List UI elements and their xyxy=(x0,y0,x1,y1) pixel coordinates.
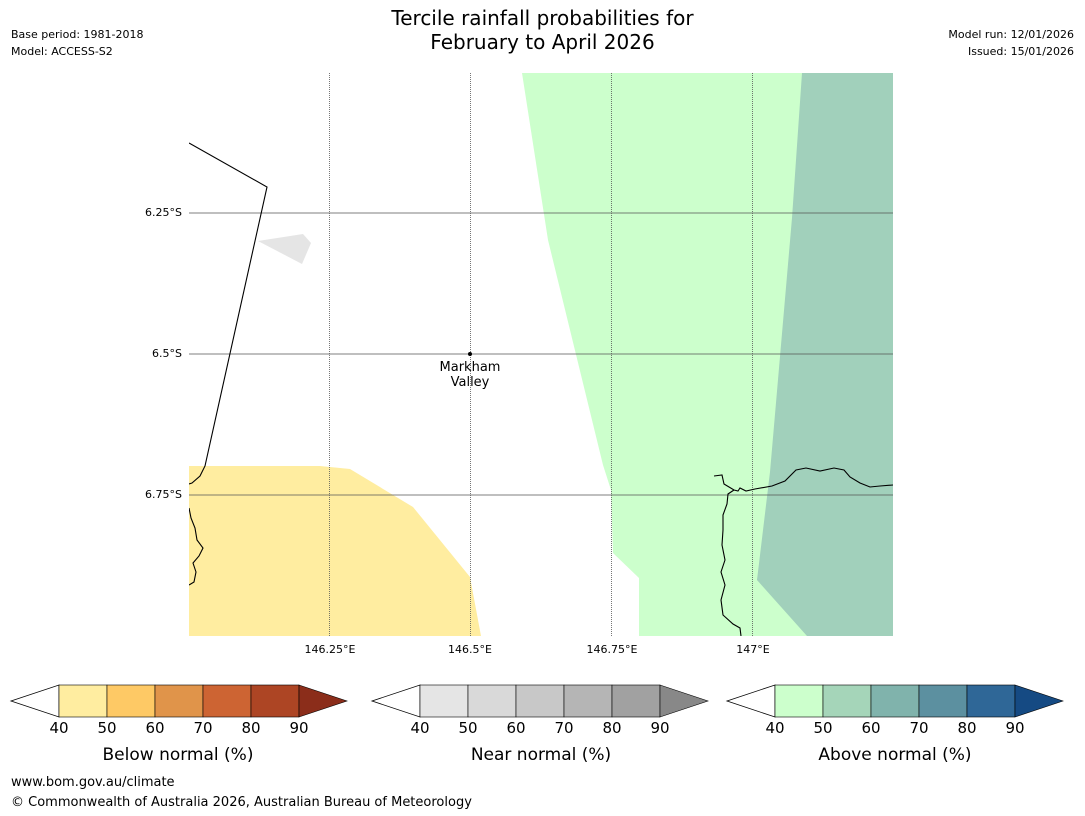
footer-copyright: © Commonwealth of Australia 2026, Austra… xyxy=(11,795,472,810)
colorbar-near-low-extend xyxy=(370,684,421,718)
model-run: Model run: 12/01/2026 xyxy=(948,28,1074,41)
lon-label-147: 147°E xyxy=(736,643,770,656)
colorbar-below-tick-80: 80 xyxy=(241,719,261,737)
colorbar-below-tick-40: 40 xyxy=(49,719,69,737)
colorbar-above-swatch-40 xyxy=(774,684,824,718)
colorbar-near-tick-60: 60 xyxy=(506,719,526,737)
coastline xyxy=(189,142,893,636)
colorbar-above-low-extend xyxy=(725,684,776,718)
base-period: Base period: 1981-2018 xyxy=(11,28,144,41)
colorbar-above-tick-50: 50 xyxy=(813,719,833,737)
colorbar-above-tick-40: 40 xyxy=(765,719,785,737)
colorbar-near-high-extend xyxy=(659,684,709,718)
map-title: Tercile rainfall probabilities for Febru… xyxy=(0,6,1085,54)
colorbar-below-normal xyxy=(9,684,348,718)
colorbar-below-tick-90: 90 xyxy=(289,719,309,737)
near-normal-40-region xyxy=(258,234,311,264)
colorbar-above-tick-90: 90 xyxy=(1005,719,1025,737)
colorbar-below-tick-60: 60 xyxy=(145,719,165,737)
colorbar-below-swatch-40 xyxy=(58,684,108,718)
colorbar-near-swatch-60 xyxy=(515,684,565,718)
west-coast xyxy=(189,507,204,586)
model-name: Model: ACCESS-S2 xyxy=(11,45,113,58)
colorbar-below-swatch-80 xyxy=(250,684,300,718)
colorbar-above-tick-60: 60 xyxy=(861,719,881,737)
colorbar-below-high-extend xyxy=(298,684,348,718)
colorbar-above-swatch-50 xyxy=(822,684,872,718)
colorbar-near-normal xyxy=(370,684,709,718)
colorbar-below-swatch-50 xyxy=(106,684,156,718)
colorbar-near-tick-40: 40 xyxy=(410,719,430,737)
markham-valley-marker-icon[interactable] xyxy=(468,352,472,356)
title-line-2: February to April 2026 xyxy=(430,30,655,54)
colorbar-near-swatch-70 xyxy=(563,684,613,718)
huon-gulf-coast xyxy=(713,467,893,492)
border-line xyxy=(189,142,268,485)
colorbar-near-tick-70: 70 xyxy=(554,719,574,737)
colorbar-title-near: Near normal (%) xyxy=(470,745,612,765)
colorbar-above-tick-80: 80 xyxy=(957,719,977,737)
colorbar-title-above: Above normal (%) xyxy=(818,745,972,765)
title-line-1: Tercile rainfall probabilities for xyxy=(391,6,694,30)
right-meta: Model run: 12/01/2026 Issued: 15/01/2026 xyxy=(948,26,1074,60)
graticule xyxy=(189,73,893,636)
colorbars xyxy=(9,684,1064,718)
colorbar-above-high-extend xyxy=(1014,684,1064,718)
colorbar-above-swatch-70 xyxy=(918,684,968,718)
east-coast xyxy=(720,489,742,636)
colorbar-near-tick-90: 90 xyxy=(650,719,670,737)
colorbar-above-tick-70: 70 xyxy=(909,719,929,737)
colorbar-title-below: Below normal (%) xyxy=(102,745,254,765)
below-normal-40-region xyxy=(189,466,481,636)
colorbar-near-swatch-50 xyxy=(467,684,517,718)
place-label-line-2: Valley xyxy=(450,375,490,390)
colorbar-above-swatch-80 xyxy=(966,684,1016,718)
colorbar-below-low-extend xyxy=(9,684,60,718)
place-label-markham-valley: Markham Valley xyxy=(420,360,520,390)
colorbar-below-swatch-70 xyxy=(202,684,252,718)
colorbar-below-tick-70: 70 xyxy=(193,719,213,737)
lon-label-146-75: 146.75°E xyxy=(586,643,638,656)
colorbar-above-normal xyxy=(725,684,1064,718)
issued-date: Issued: 15/01/2026 xyxy=(967,45,1074,58)
colorbar-below-swatch-60 xyxy=(154,684,204,718)
colorbar-above-swatch-60 xyxy=(870,684,920,718)
colorbar-below-tick-50: 50 xyxy=(97,719,117,737)
lat-label-6-25: 6.25°S xyxy=(145,206,182,219)
lat-label-6-75: 6.75°S xyxy=(145,488,182,501)
colorbar-near-swatch-40 xyxy=(419,684,469,718)
left-meta: Base period: 1981-2018 Model: ACCESS-S2 xyxy=(11,26,143,60)
lon-label-146-5: 146.5°E xyxy=(448,643,492,656)
colorbar-near-tick-80: 80 xyxy=(602,719,622,737)
footer-url[interactable]: www.bom.gov.au/climate xyxy=(11,775,175,790)
lon-label-146-25: 146.25°E xyxy=(304,643,356,656)
lat-label-6-5: 6.5°S xyxy=(152,347,182,360)
colorbar-near-swatch-80 xyxy=(611,684,661,718)
colorbar-near-tick-50: 50 xyxy=(458,719,478,737)
place-label-line-1: Markham xyxy=(439,360,501,375)
